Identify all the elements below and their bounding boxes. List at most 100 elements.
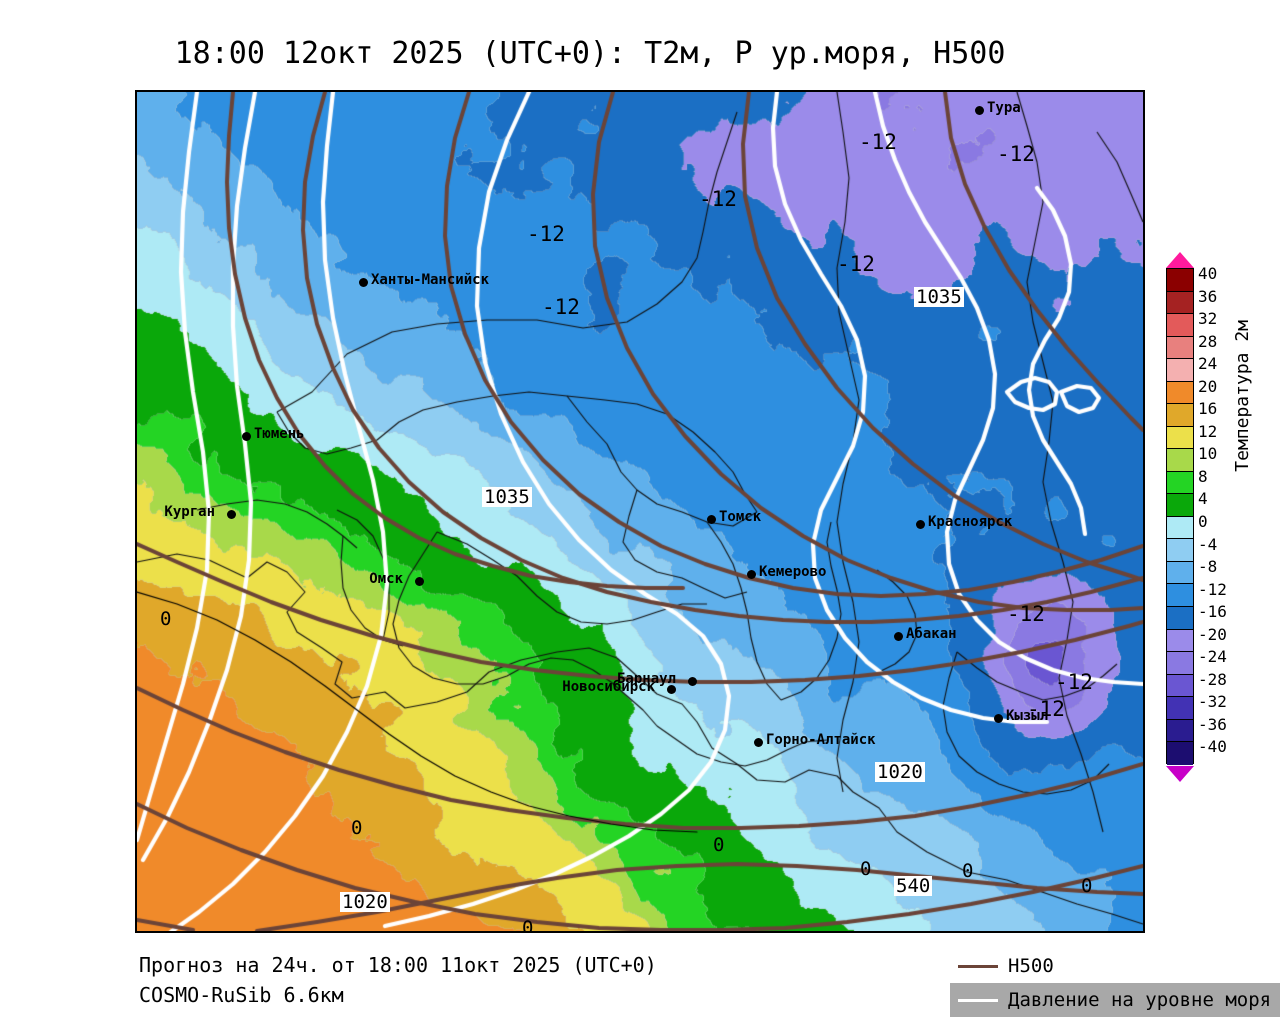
zero-isotherm-label: 0 [160, 608, 172, 630]
city-dot-icon [667, 685, 676, 694]
city-dot-icon [688, 677, 697, 686]
temperature-contour-label: -12 [859, 130, 897, 154]
zero-isotherm-label: 0 [860, 858, 872, 880]
colorbar-band-40 [1167, 269, 1193, 292]
colorbar-band--4 [1167, 539, 1193, 562]
colorbar-ticks: 40 36 32 28 24 20 16 12 10 8 4 0 -4 -8 -12 -16 -20 -24 -28… [1198, 264, 1268, 768]
city-dot-icon [359, 278, 368, 287]
temperature-contour-label: -12 [1055, 670, 1093, 694]
colorbar-tick-label: 16 [1198, 399, 1218, 419]
colorbar-tick-label: 36 [1198, 286, 1218, 306]
city-label: Барнаул [616, 671, 676, 687]
colorbar-band--16 [1167, 606, 1193, 630]
zero-isotherm-label: 0 [962, 860, 974, 882]
colorbar-band--40 [1167, 742, 1193, 765]
colorbar-band-10 [1167, 449, 1193, 472]
zero-isotherm-label: 0 [351, 817, 363, 839]
colorbar-tick-label: -20 [1198, 624, 1227, 644]
colorbar-band-4 [1167, 494, 1193, 517]
map-legend: H500 Давление на уровне моря [950, 949, 1280, 1017]
zero-isotherm-label: 0 [522, 917, 534, 933]
pressure-contour-label: 1035 [914, 286, 964, 308]
colorbar-tick-label: 4 [1198, 489, 1208, 509]
city-dot-icon [994, 714, 1003, 723]
colorbar-tick-label: -32 [1198, 692, 1227, 712]
city-dot-icon [415, 577, 424, 586]
city-label: Курган [164, 504, 215, 520]
temperature-contour-label: -12 [837, 252, 875, 276]
mslp-line-swatch [958, 998, 998, 1002]
colorbar-band-32 [1167, 314, 1193, 337]
colorbar-tick-label: 12 [1198, 421, 1218, 441]
temperature-colorbar: 40 36 32 28 24 20 16 12 10 8 4 0 -4 -8 -12 -16 -20 -24 -28… [1166, 252, 1280, 782]
pressure-contour-label: 1035 [482, 486, 532, 508]
colorbar-band-16 [1167, 404, 1193, 427]
colorbar-tick-label: -24 [1198, 647, 1227, 667]
colorbar-tick-label: 32 [1198, 309, 1218, 329]
geopotential-contour-label: 540 [894, 875, 933, 897]
legend-row-h500: H500 [950, 949, 1280, 983]
city-dot-icon [707, 515, 716, 524]
colorbar-tick-label: 40 [1198, 264, 1218, 283]
colorbar-band-20 [1167, 381, 1193, 405]
temperature-contour-label: -12 [542, 295, 580, 319]
map-panel[interactable]: Тура Ханты-Мансийск Тюмень Курган Омск Томск К… [135, 90, 1145, 933]
pressure-contour-label: 1020 [875, 761, 925, 783]
city-label: Горно-Алтайск [766, 732, 876, 748]
colorbar-band-12 [1167, 426, 1193, 450]
colorbar-over-arrow [1166, 252, 1194, 268]
city-label: Тюмень [254, 426, 305, 442]
city-dot-icon [916, 520, 925, 529]
colorbar-band--24 [1167, 652, 1193, 675]
footer-info: Прогноз на 24ч. от 18:00 11окт 2025 (UTC… [139, 950, 657, 1010]
colorbar-band-0 [1167, 516, 1193, 540]
colorbar-band--28 [1167, 674, 1193, 698]
colorbar-tick-label: 28 [1198, 331, 1218, 351]
colorbar-band--32 [1167, 697, 1193, 720]
colorbar-band-8 [1167, 471, 1193, 495]
city-label: Новосибирск [562, 679, 655, 695]
city-dot-icon [227, 510, 236, 519]
colorbar-tick-label: -40 [1198, 737, 1227, 757]
city-label: Абакан [906, 626, 957, 642]
colorbar-band--12 [1167, 584, 1193, 607]
colorbar-tick-label: 24 [1198, 354, 1218, 374]
colorbar-tick-label: 8 [1198, 466, 1208, 486]
colorbar-tick-label: -12 [1198, 579, 1227, 599]
temperature-contour-label: -12 [1007, 602, 1045, 626]
city-label: Красноярск [928, 514, 1013, 530]
temperature-contour-label: -12 [699, 187, 737, 211]
zero-isotherm-label: 0 [1081, 875, 1093, 897]
temperature-field-canvas [137, 92, 1143, 931]
city-label: Кызыл [1006, 708, 1049, 724]
colorbar-tick-label: -8 [1198, 557, 1218, 577]
legend-label-h500: H500 [1008, 955, 1054, 977]
colorbar-axis-title: Температура 2м [1232, 320, 1253, 472]
temperature-contour-label: -12 [527, 222, 565, 246]
city-label: Омск [369, 571, 403, 587]
colorbar-band--8 [1167, 561, 1193, 585]
colorbar-band--36 [1167, 719, 1193, 743]
temperature-contour-label: -12 [1027, 697, 1065, 721]
city-label: Ханты-Мансийск [371, 272, 490, 288]
colorbar-under-arrow [1166, 766, 1194, 782]
city-dot-icon [754, 738, 763, 747]
city-dot-icon [242, 432, 251, 441]
pressure-contour-label: 1020 [340, 891, 390, 913]
colorbar-band-24 [1167, 359, 1193, 382]
zero-isotherm-label: 0 [713, 834, 725, 856]
model-line: COSMO-RuSib 6.6км [139, 983, 344, 1007]
legend-label-mslp: Давление на уровне моря [1008, 989, 1272, 1011]
city-label: Кемерово [759, 564, 827, 580]
colorbar-tick-label: -4 [1198, 534, 1218, 554]
city-label: Тура [987, 100, 1021, 116]
colorbar-bands [1166, 268, 1194, 765]
colorbar-band-28 [1167, 336, 1193, 360]
h500-line-swatch [958, 964, 998, 968]
city-dot-icon [894, 632, 903, 641]
colorbar-tick-label: 10 [1198, 444, 1218, 464]
colorbar-tick-label: -16 [1198, 602, 1227, 622]
temperature-contour-label: -12 [997, 142, 1035, 166]
colorbar-tick-label: -36 [1198, 714, 1227, 734]
